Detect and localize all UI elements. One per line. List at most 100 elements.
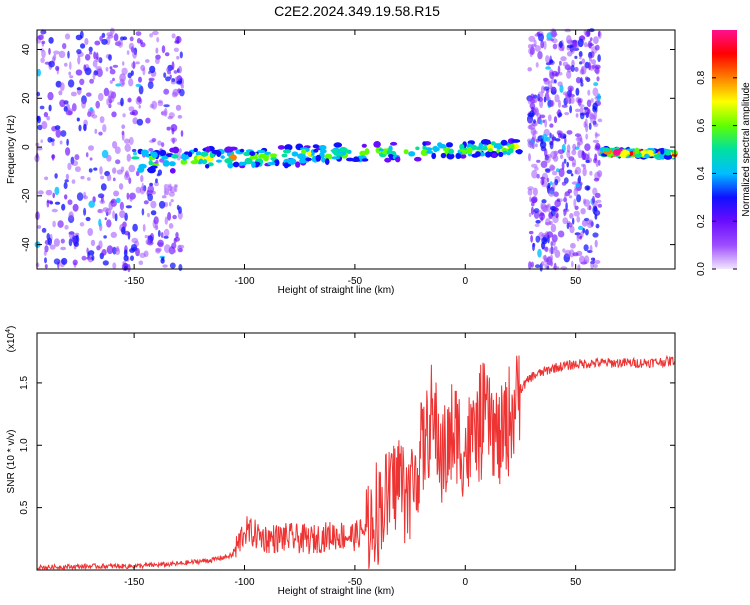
spectrogram-cell xyxy=(378,148,384,152)
spectrogram-x-axis-label: Height of straight line (km) xyxy=(278,285,395,296)
spectrogram-cell xyxy=(578,225,584,231)
spectrogram-cell xyxy=(249,151,256,156)
spectrogram-cell xyxy=(80,175,85,180)
spectrogram-cell xyxy=(582,167,587,177)
spectrogram-cell xyxy=(154,181,159,187)
spectrogram-cell xyxy=(163,187,167,196)
spectrogram-cell xyxy=(144,234,148,239)
spectrogram-cell xyxy=(44,176,49,181)
spectrogram-cell xyxy=(51,140,55,147)
spectrogram-cell xyxy=(554,79,557,84)
spectrogram-cell xyxy=(88,168,93,173)
spectrogram-cell xyxy=(264,151,271,155)
spectrogram-cell xyxy=(136,118,144,126)
spectrogram-cell xyxy=(86,177,91,181)
spectrogram-cell xyxy=(138,104,141,109)
spectrogram-cell xyxy=(527,97,534,105)
spectrogram-cell xyxy=(85,54,91,61)
spectrogram-cell xyxy=(562,217,568,225)
spectrogram-cell xyxy=(224,158,233,164)
spectrogram-cell xyxy=(566,130,573,135)
spectrogram-cell xyxy=(559,84,564,94)
spectrogram-cell xyxy=(153,216,159,225)
spectrogram-cell xyxy=(89,78,94,84)
spectrogram-cell xyxy=(535,108,539,117)
spectrogram-cell xyxy=(568,195,573,199)
spectrogram-cell xyxy=(587,109,590,114)
spectrogram-cell xyxy=(564,192,567,202)
snr-x-axis-label: Height of straight line (km) xyxy=(278,586,395,597)
spectrogram-cell xyxy=(426,150,434,154)
spectrogram-cell xyxy=(161,256,165,261)
spectrogram-cell xyxy=(198,158,204,164)
spectrogram-cell xyxy=(590,37,593,42)
spectrogram-cell xyxy=(364,148,370,155)
spectrogram-cell xyxy=(40,139,43,143)
spectrogram-cell xyxy=(151,138,157,142)
spectrogram-cell xyxy=(534,264,541,269)
spectrogram-cell xyxy=(147,81,154,89)
spectrogram-cell xyxy=(141,182,144,192)
spectrogram-cell xyxy=(586,99,592,108)
spectrogram-cell xyxy=(543,86,550,91)
spectrogram-cell xyxy=(579,106,584,115)
spectrogram-cell xyxy=(164,244,171,254)
spectrogram-cell xyxy=(277,145,285,150)
spectrogram-cell xyxy=(500,139,508,146)
spectrogram-cell xyxy=(102,124,107,133)
spectrogram-cell xyxy=(560,56,567,62)
spectrogram-y-tick-label: 0 xyxy=(21,144,32,150)
spectrogram-cell xyxy=(284,144,293,151)
spectrogram-cell xyxy=(539,114,546,119)
spectrogram-cell xyxy=(167,70,172,75)
spectrogram-cell xyxy=(578,175,581,184)
spectrogram-cell xyxy=(55,65,60,71)
spectrogram-cell xyxy=(555,213,559,219)
spectrogram-cell xyxy=(151,151,158,159)
spectrogram-cell xyxy=(140,175,144,183)
spectrogram-cell xyxy=(534,223,540,227)
spectrogram-cell xyxy=(171,61,175,71)
spectrogram-cell xyxy=(169,161,176,167)
spectrogram-cell xyxy=(205,146,211,153)
spectrogram-cell xyxy=(536,159,541,163)
spectrogram-cell xyxy=(106,174,112,182)
spectrogram-cell xyxy=(126,192,130,200)
spectrogram-cell xyxy=(142,224,146,232)
spectrogram-cell xyxy=(577,38,584,48)
spectrogram-cell xyxy=(575,108,581,113)
spectrogram-cell xyxy=(533,94,538,99)
spectrogram-cell xyxy=(527,186,534,191)
spectrogram-cell xyxy=(420,149,429,156)
spectrogram-cell xyxy=(88,200,95,208)
spectrogram-cell xyxy=(108,103,112,109)
spectrogram-cell xyxy=(545,55,550,63)
spectrogram-cell xyxy=(546,231,553,238)
spectrogram-cell xyxy=(128,42,135,51)
spectrogram-cell xyxy=(593,36,599,44)
spectrogram-cell xyxy=(540,40,545,49)
colorbar-label: Normalized spectral amplitude xyxy=(741,82,750,217)
spectrogram-cell xyxy=(65,173,69,180)
spectrogram-cell xyxy=(528,35,536,43)
spectrogram-cell xyxy=(106,98,110,106)
spectrogram-cell xyxy=(572,143,577,151)
spectrogram-cell xyxy=(595,223,600,229)
spectrogram-cell xyxy=(566,161,569,168)
spectrogram-cell xyxy=(40,57,45,63)
spectrogram-cell xyxy=(585,229,589,236)
spectrogram-cell xyxy=(538,212,546,221)
spectrogram-cell xyxy=(550,28,557,37)
spectrogram-cell xyxy=(531,202,535,207)
spectrogram-cell xyxy=(121,67,128,76)
spectrogram-cell xyxy=(527,112,535,117)
spectrogram-cell xyxy=(127,97,132,103)
spectrogram-cell xyxy=(602,147,610,153)
spectrogram-cell xyxy=(148,148,154,152)
spectrogram-cell xyxy=(124,138,130,144)
spectrogram-cell xyxy=(41,40,46,45)
spectrogram-cell xyxy=(99,35,103,42)
spectrogram-cell xyxy=(569,105,572,114)
spectrogram-cell xyxy=(205,164,210,169)
spectrogram-cell xyxy=(577,98,582,106)
